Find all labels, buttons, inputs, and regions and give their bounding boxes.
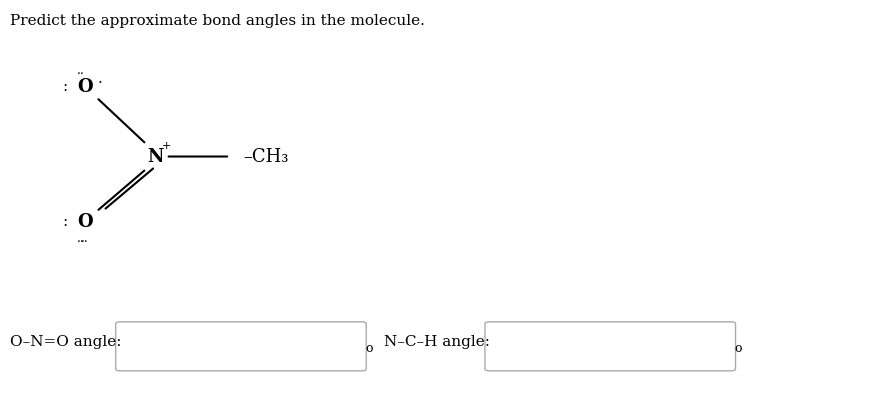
Text: o: o	[365, 342, 373, 355]
FancyBboxPatch shape	[485, 322, 736, 371]
Text: :: :	[62, 215, 67, 229]
Text: N–C–H angle:: N–C–H angle:	[384, 335, 490, 349]
Text: +: +	[162, 141, 171, 151]
Text: ..: ..	[77, 232, 85, 245]
Text: O: O	[77, 213, 93, 231]
Text: O–N=O angle:: O–N=O angle:	[11, 335, 122, 349]
Text: O: O	[77, 78, 93, 96]
Text: N: N	[147, 148, 163, 166]
Text: Predict the approximate bond angles in the molecule.: Predict the approximate bond angles in t…	[11, 14, 425, 28]
Text: ..: ..	[81, 232, 89, 245]
Text: ·: ·	[97, 76, 102, 90]
Text: :: :	[62, 80, 67, 94]
FancyBboxPatch shape	[116, 322, 366, 371]
Text: –CH₃: –CH₃	[243, 148, 288, 166]
Text: o: o	[735, 342, 742, 355]
Text: ..: ..	[77, 64, 85, 77]
